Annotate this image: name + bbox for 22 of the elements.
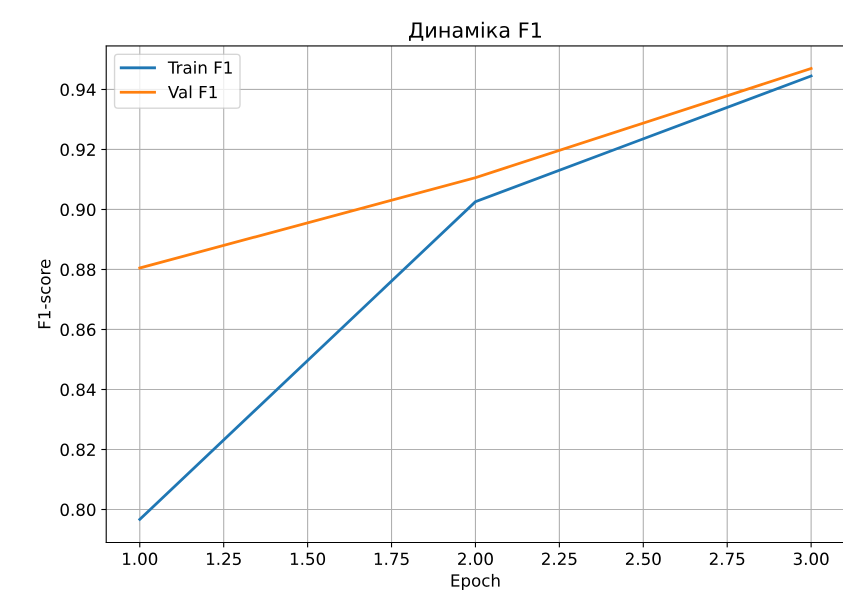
x-axis-title: Epoch bbox=[452, 574, 500, 590]
y-tick-label: 0.82 bbox=[60, 443, 95, 456]
y-tick-label: 0.80 bbox=[60, 503, 96, 516]
x-tick-label: 2.75 bbox=[710, 552, 744, 566]
y-tick-label: 0.88 bbox=[60, 263, 96, 276]
chart-title: Динаміка F1 bbox=[409, 22, 541, 41]
y-tick-label: 0.90 bbox=[60, 203, 96, 216]
x-tick-label: 2.00 bbox=[458, 552, 493, 566]
y-tick-label: 0.86 bbox=[60, 323, 96, 336]
x-tick-label: 3.00 bbox=[794, 552, 829, 566]
x-tick-label: 1.50 bbox=[290, 552, 326, 566]
x-tick-label: 1.75 bbox=[374, 552, 409, 566]
y-tick-label: 0.84 bbox=[60, 383, 96, 396]
y-axis-title: F1-score bbox=[38, 260, 51, 328]
x-tick-label: 1.00 bbox=[123, 552, 158, 566]
x-tick-label: 2.50 bbox=[626, 552, 661, 566]
x-tick-label: 1.25 bbox=[206, 552, 241, 566]
x-tick-label: 2.25 bbox=[542, 552, 576, 566]
legend-label: Train F1 bbox=[168, 60, 232, 74]
y-tick-label: 0.92 bbox=[60, 143, 95, 156]
y-tick-label: 0.94 bbox=[60, 83, 96, 96]
legend-label: Val F1 bbox=[168, 85, 217, 98]
